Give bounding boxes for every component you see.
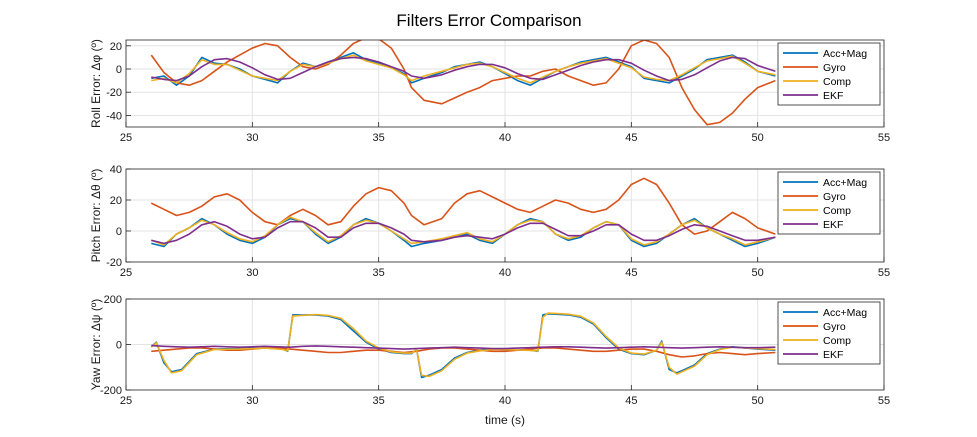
yaw-y-axis-label: Yaw Error: Δψ (º) — [89, 299, 103, 390]
pitch-legend-label-ekf: EKF — [823, 219, 843, 231]
yaw-ytick-label-1: 0 — [116, 340, 122, 352]
roll-series-group — [150, 40, 776, 126]
yaw-series-comp — [150, 312, 776, 378]
pitch-subplot: 25 30 35 40 45 50 55 -20 0 20 40 Pitch Error: Δθ (º… — [89, 164, 890, 279]
roll-ytick-label-0: -40 — [106, 110, 122, 122]
pitch-legend-label-comp: Comp — [823, 205, 851, 217]
yaw-legend-label-acc-mag: Acc+Mag — [823, 307, 867, 319]
pitch-ytick-label-2: 20 — [110, 195, 122, 207]
roll-ytick-label-2: 0 — [116, 64, 122, 76]
pitch-ytick-label-3: 40 — [110, 164, 122, 176]
pitch-legend-label-gyro: Gyro — [823, 191, 846, 203]
roll-xtick-label-6: 55 — [878, 132, 890, 144]
roll-y-axis-label: Roll Error: Δφ (º) — [89, 39, 103, 128]
roll-ytick-label-3: 20 — [110, 41, 122, 53]
roll-ytick-label-1: -20 — [106, 87, 122, 99]
yaw-xtick-label-6: 55 — [878, 395, 890, 407]
yaw-xtick-label-0: 25 — [120, 395, 132, 407]
pitch-xtick-label-5: 50 — [752, 267, 764, 279]
roll-series-ekf — [151, 56, 776, 82]
x-axis-label: time (s) — [485, 413, 525, 427]
pitch-xtick-label-6: 55 — [878, 267, 890, 279]
roll-xtick-label-0: 25 — [120, 132, 132, 144]
pitch-legend-label-acc-mag: Acc+Mag — [823, 177, 867, 189]
yaw-ytick-label-0: -200 — [100, 385, 122, 397]
roll-xtick-label-5: 50 — [752, 132, 764, 144]
yaw-legend-label-gyro: Gyro — [823, 321, 846, 333]
chart-title: Filters Error Comparison — [396, 11, 581, 30]
yaw-legend: Acc+Mag Gyro Comp EKF — [777, 301, 881, 365]
yaw-xtick-label-2: 35 — [373, 395, 385, 407]
pitch-xtick-label-3: 40 — [499, 267, 511, 279]
roll-xtick-label-4: 45 — [625, 132, 637, 144]
yaw-ytick-label-2: 200 — [104, 294, 122, 306]
roll-xtick-label-1: 30 — [246, 132, 258, 144]
roll-legend-label-comp: Comp — [823, 76, 851, 88]
roll-legend-label-gyro: Gyro — [823, 62, 846, 74]
pitch-xtick-label-4: 45 — [625, 267, 637, 279]
pitch-series-comp — [151, 216, 776, 246]
roll-xtick-label-2: 35 — [373, 132, 385, 144]
pitch-series-ekf — [151, 220, 776, 245]
pitch-xtick-label-1: 30 — [246, 267, 258, 279]
roll-legend-label-acc-mag: Acc+Mag — [823, 48, 867, 60]
pitch-legend: Acc+Mag Gyro Comp EKF — [777, 171, 881, 235]
pitch-series-gyro — [150, 177, 776, 235]
pitch-y-axis-label: Pitch Error: Δθ (º) — [89, 169, 103, 263]
yaw-xtick-label-1: 30 — [246, 395, 258, 407]
yaw-legend-label-comp: Comp — [823, 335, 851, 347]
pitch-ytick-label-0: -20 — [106, 257, 122, 269]
yaw-legend-label-ekf: EKF — [823, 349, 843, 361]
roll-subplot: 25 30 35 40 45 50 55 -40 -20 0 20 Roll Error: Δφ (º… — [89, 39, 890, 144]
pitch-ytick-label-1: 0 — [116, 226, 122, 238]
pitch-series-group — [150, 177, 776, 248]
roll-legend-label-ekf: EKF — [823, 90, 843, 102]
roll-legend: Acc+Mag Gyro Comp EKF — [777, 42, 881, 106]
yaw-xtick-label-4: 45 — [625, 395, 637, 407]
yaw-series-group — [150, 312, 776, 379]
yaw-xtick-label-5: 50 — [752, 395, 764, 407]
yaw-series-ekf — [151, 344, 776, 350]
pitch-xtick-label-0: 25 — [120, 267, 132, 279]
yaw-xtick-label-3: 40 — [499, 395, 511, 407]
roll-xtick-label-3: 40 — [499, 132, 511, 144]
pitch-xtick-label-2: 35 — [373, 267, 385, 279]
roll-series-gyro — [150, 40, 776, 126]
